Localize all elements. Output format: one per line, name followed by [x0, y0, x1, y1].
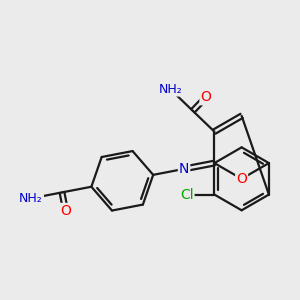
Text: O: O	[236, 172, 247, 186]
Text: O: O	[60, 204, 71, 218]
Text: NH₂: NH₂	[19, 192, 43, 205]
Text: NH₂: NH₂	[158, 82, 182, 96]
Text: N: N	[179, 162, 189, 176]
Text: O: O	[200, 90, 211, 104]
Text: Cl: Cl	[180, 188, 194, 202]
